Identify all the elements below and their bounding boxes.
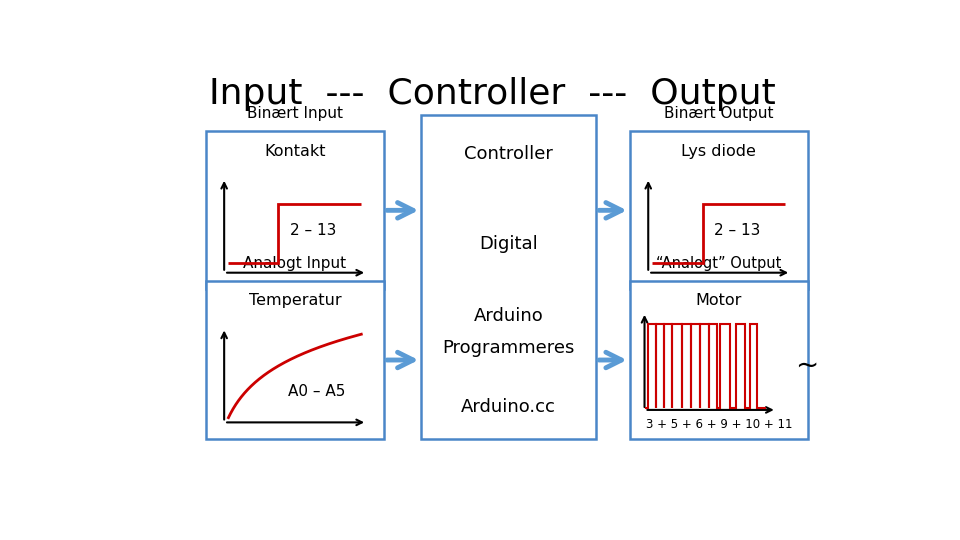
FancyBboxPatch shape [421,114,596,439]
Text: Input  ---  Controller  ---  Output: Input --- Controller --- Output [208,77,776,111]
Text: Digital: Digital [479,235,539,253]
Text: Analogt Input: Analogt Input [243,255,347,271]
FancyBboxPatch shape [630,281,808,439]
Text: A0 – A5: A0 – A5 [288,384,345,399]
Text: Kontakt: Kontakt [264,144,325,159]
Text: 2 – 13: 2 – 13 [713,224,760,238]
Text: Lys diode: Lys diode [682,144,756,159]
Text: Temperatur: Temperatur [249,294,341,308]
Text: Arduino: Arduino [474,307,543,325]
Text: Programmeres: Programmeres [443,339,575,357]
Text: “Analogt” Output: “Analogt” Output [657,255,781,271]
Text: Binært Output: Binært Output [664,106,774,121]
FancyBboxPatch shape [205,131,384,289]
FancyBboxPatch shape [630,131,808,289]
Text: Arduino.cc: Arduino.cc [462,397,556,416]
FancyBboxPatch shape [205,281,384,439]
Text: ~: ~ [795,352,819,380]
Text: Binært Input: Binært Input [247,106,343,121]
Text: Motor: Motor [696,294,742,308]
Text: 2 – 13: 2 – 13 [290,224,336,238]
Text: Controller: Controller [465,145,553,163]
Text: 3 + 5 + 6 + 9 + 10 + 11: 3 + 5 + 6 + 9 + 10 + 11 [646,418,792,431]
